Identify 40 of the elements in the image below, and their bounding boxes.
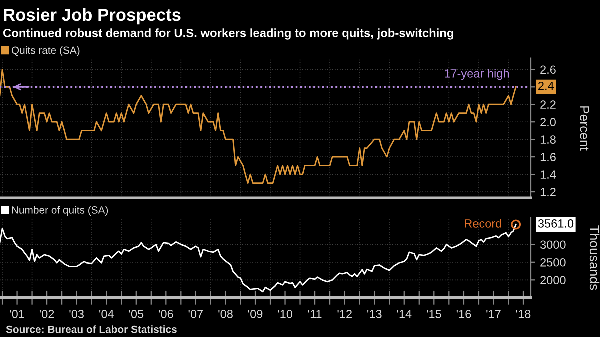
legend-label: Number of quits (SA): [12, 206, 108, 216]
x-tick-label: '06: [159, 310, 174, 318]
annotation: 3561.0: [538, 220, 574, 228]
legend-label: Quits rate (SA): [12, 46, 80, 56]
x-tick-label: '05: [129, 310, 144, 318]
y-tick-label: 2.2: [540, 100, 556, 109]
source-note: Source: Bureau of Labor Statistics: [6, 326, 177, 334]
y-tick-label: 1.6: [540, 153, 556, 162]
y-axis-title: Percent: [580, 106, 590, 151]
x-tick-label: '15: [427, 310, 442, 318]
y-tick-label: 1.8: [540, 136, 556, 144]
y-tick-label: 2.0: [540, 118, 556, 127]
x-tick-label: '13: [368, 310, 382, 318]
y-tick-label: 3000: [540, 240, 566, 250]
x-tick-label: '18: [516, 310, 531, 318]
chart-subtitle: Continued robust demand for U.S. workers leading to more quits, job-switching: [3, 28, 454, 40]
x-tick-label: '11: [308, 310, 322, 318]
x-tick-label: '14: [397, 310, 412, 318]
x-tick-label: '08: [218, 310, 233, 318]
x-tick-label: '16: [456, 310, 472, 318]
annotation: 2.4: [538, 82, 554, 90]
line-series: [0, 68, 517, 184]
y-tick-label: 2000: [540, 276, 566, 285]
chart-title: Rosier Job Prospects: [4, 8, 181, 25]
x-tick-label: '07: [188, 310, 204, 318]
y-tick-label: 1.4: [540, 170, 556, 179]
x-tick-label: '17: [486, 310, 501, 318]
x-tick-label: '12: [338, 310, 352, 318]
x-tick-label: '10: [278, 310, 292, 318]
x-tick-label: '01: [10, 310, 24, 318]
annotation: Record: [465, 219, 502, 228]
x-tick-label: '03: [70, 310, 84, 318]
y-tick-label: 2500: [540, 258, 566, 267]
y-axis-title: Thousands: [590, 226, 600, 290]
y-tick-label: 2.6: [540, 66, 556, 74]
x-tick-label: '09: [248, 310, 263, 318]
x-tick-label: '02: [40, 310, 54, 318]
ref-line-label: 17-year high: [445, 69, 509, 80]
x-tick-label: '04: [100, 310, 114, 318]
y-tick-label: 1.2: [540, 188, 556, 196]
